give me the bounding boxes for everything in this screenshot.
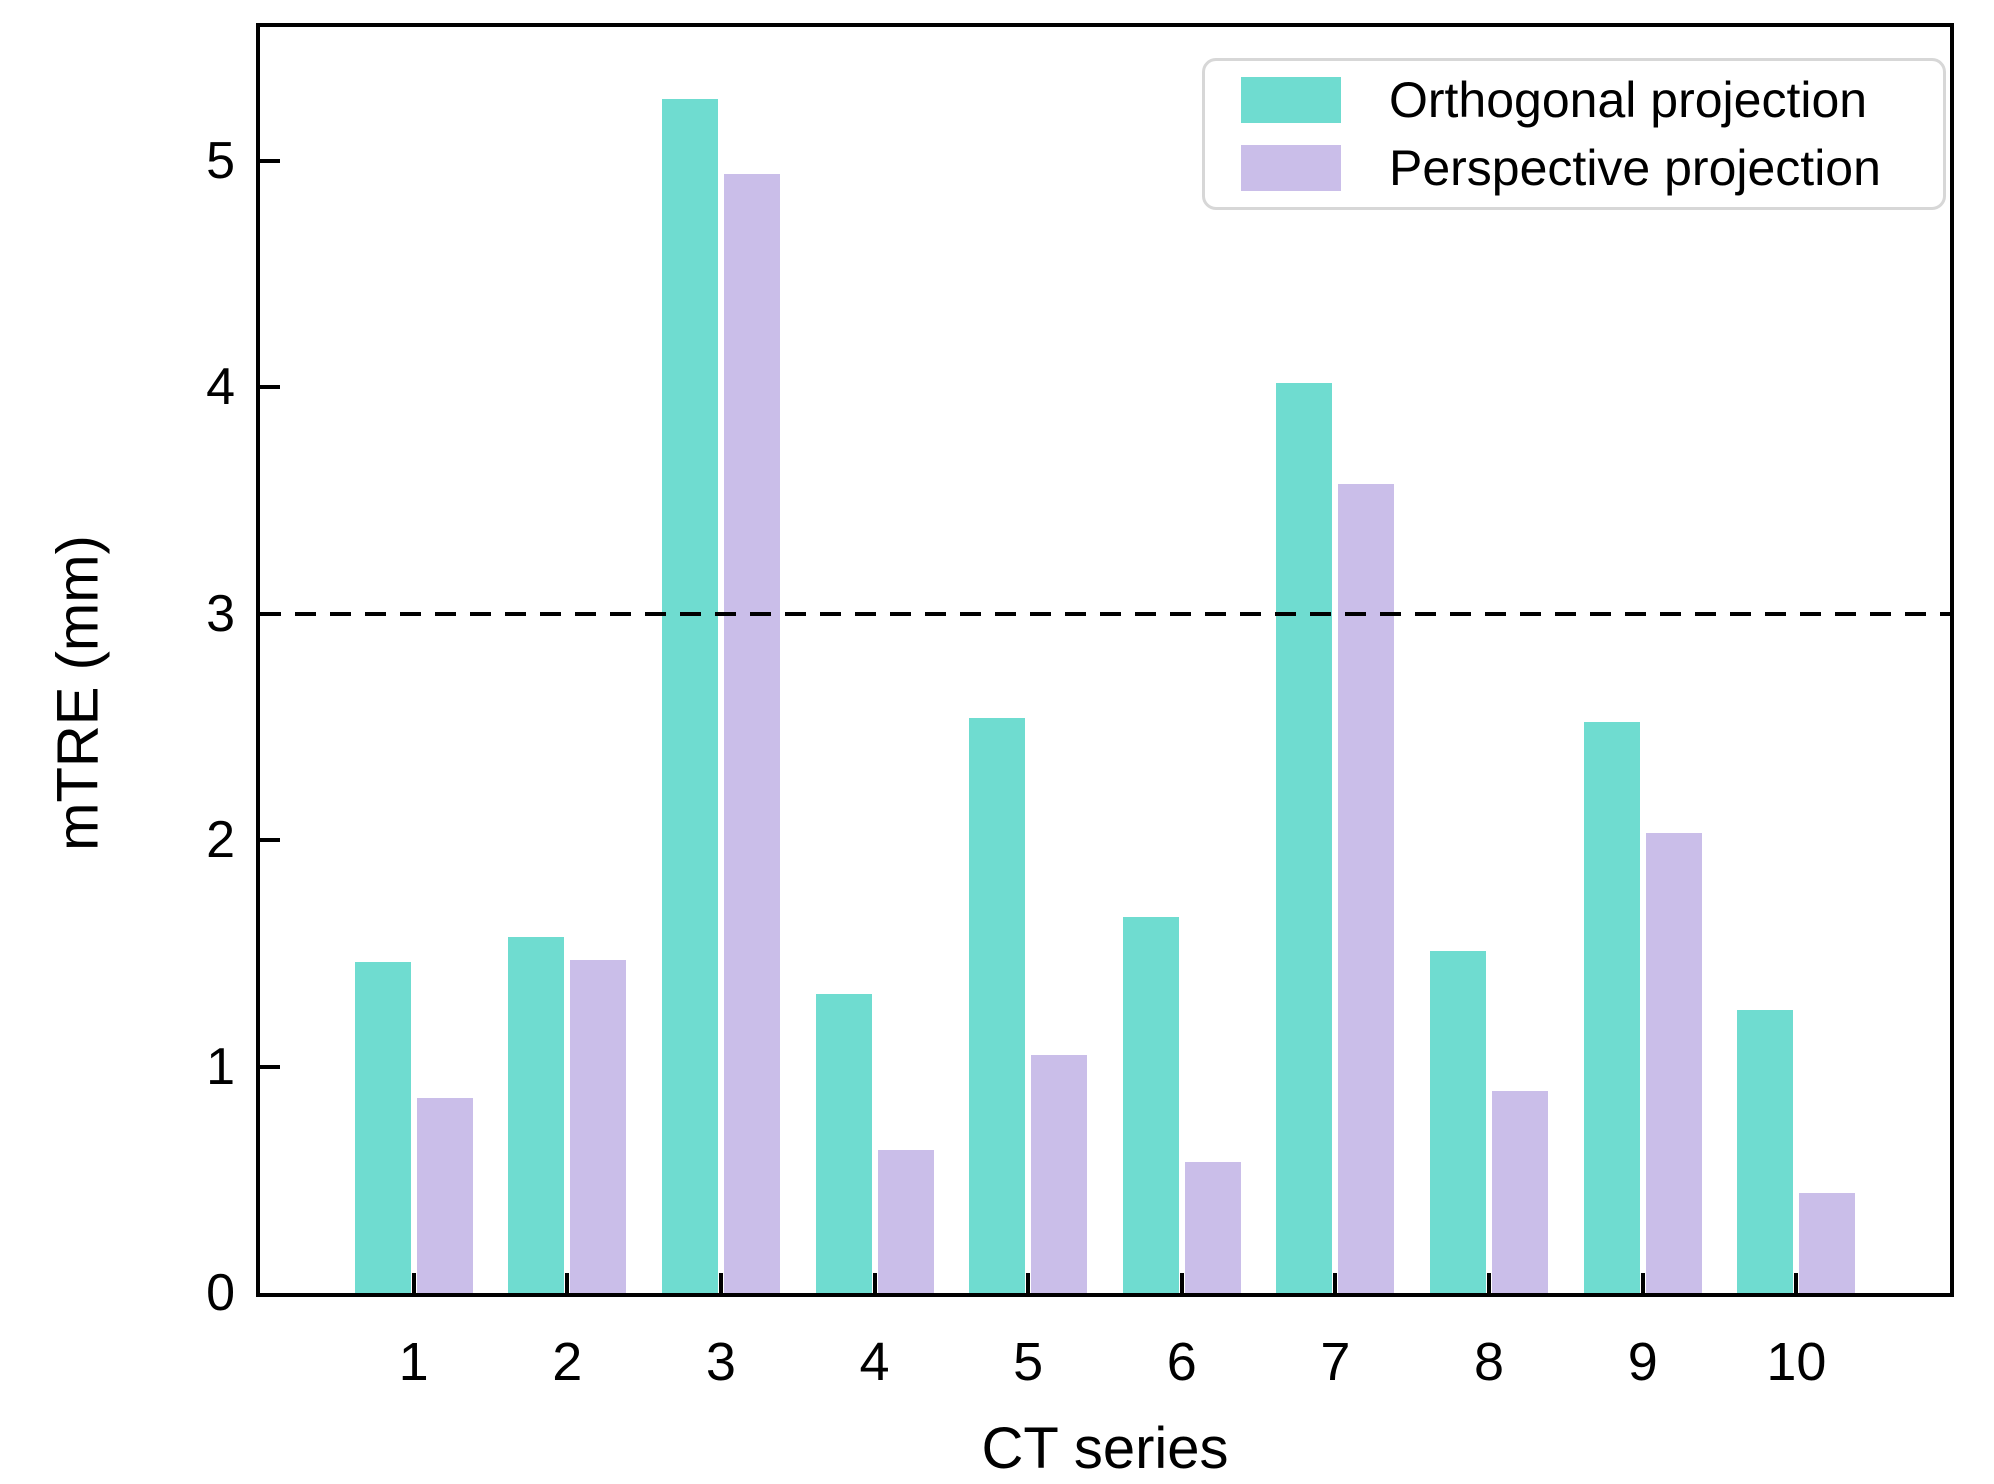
x-tick-label-6: 6 xyxy=(1166,1332,1197,1392)
bar-orthogonal-3 xyxy=(661,99,718,1293)
x-tick-7 xyxy=(1333,1273,1338,1293)
plot-area xyxy=(256,23,1954,1297)
y-tick-3 xyxy=(260,611,280,616)
y-tick-label-1: 1 xyxy=(206,1037,235,1096)
x-axis-title: CT series xyxy=(981,1416,1229,1481)
x-tick-1 xyxy=(411,1273,416,1293)
bar-perspective-2 xyxy=(570,960,627,1293)
legend-swatch-perspective-icon xyxy=(1241,145,1341,191)
bar-orthogonal-8 xyxy=(1430,951,1487,1293)
x-tick-8 xyxy=(1487,1273,1492,1293)
bar-orthogonal-5 xyxy=(969,718,1026,1293)
bar-perspective-9 xyxy=(1645,833,1702,1293)
x-tick-6 xyxy=(1179,1273,1184,1293)
x-tick-label-8: 8 xyxy=(1474,1332,1505,1392)
y-tick-5 xyxy=(260,158,280,163)
x-tick-2 xyxy=(565,1273,570,1293)
x-tick-label-4: 4 xyxy=(859,1332,890,1392)
bar-orthogonal-6 xyxy=(1122,917,1179,1293)
bar-perspective-1 xyxy=(416,1098,473,1293)
y-tick-label-4: 4 xyxy=(206,358,235,417)
bar-orthogonal-9 xyxy=(1583,722,1640,1293)
y-tick-label-2: 2 xyxy=(206,811,235,870)
y-tick-label-3: 3 xyxy=(206,584,235,643)
y-tick-1 xyxy=(260,1064,280,1069)
bar-perspective-6 xyxy=(1184,1162,1241,1293)
legend-row-perspective: Perspective projection xyxy=(1241,140,1943,196)
y-tick-4 xyxy=(260,385,280,390)
x-tick-label-5: 5 xyxy=(1013,1332,1044,1392)
x-tick-label-7: 7 xyxy=(1320,1332,1351,1392)
y-axis-title: mTRE (mm) xyxy=(45,535,111,851)
bar-perspective-10 xyxy=(1799,1193,1856,1293)
bar-perspective-3 xyxy=(723,174,780,1293)
x-tick-label-1: 1 xyxy=(398,1332,429,1392)
bar-perspective-8 xyxy=(1492,1091,1549,1293)
x-tick-label-9: 9 xyxy=(1627,1332,1658,1392)
x-tick-label-3: 3 xyxy=(705,1332,736,1392)
bar-perspective-4 xyxy=(877,1150,934,1293)
x-tick-label-10: 10 xyxy=(1766,1332,1827,1392)
legend-swatch-orthogonal-icon xyxy=(1241,77,1341,123)
bar-perspective-7 xyxy=(1338,484,1395,1293)
bar-orthogonal-10 xyxy=(1737,1010,1794,1293)
y-tick-2 xyxy=(260,838,280,843)
x-tick-9 xyxy=(1640,1273,1645,1293)
x-tick-4 xyxy=(872,1273,877,1293)
legend-label-orthogonal: Orthogonal projection xyxy=(1389,72,1868,128)
legend-label-perspective: Perspective projection xyxy=(1389,140,1881,196)
legend: Orthogonal projection Perspective projec… xyxy=(1202,58,1946,210)
bar-orthogonal-7 xyxy=(1276,383,1333,1293)
x-tick-5 xyxy=(1026,1273,1031,1293)
legend-row-orthogonal: Orthogonal projection xyxy=(1241,72,1943,128)
threshold-dashed-line xyxy=(260,611,1950,616)
x-tick-10 xyxy=(1794,1273,1799,1293)
y-tick-label-0: 0 xyxy=(206,1264,235,1322)
y-tick-label-5: 5 xyxy=(206,131,235,190)
bar-orthogonal-2 xyxy=(508,937,565,1293)
x-tick-label-2: 2 xyxy=(552,1332,583,1392)
x-tick-3 xyxy=(718,1273,723,1293)
bar-orthogonal-1 xyxy=(354,962,411,1293)
bar-orthogonal-4 xyxy=(815,994,872,1293)
bar-perspective-5 xyxy=(1031,1055,1088,1293)
